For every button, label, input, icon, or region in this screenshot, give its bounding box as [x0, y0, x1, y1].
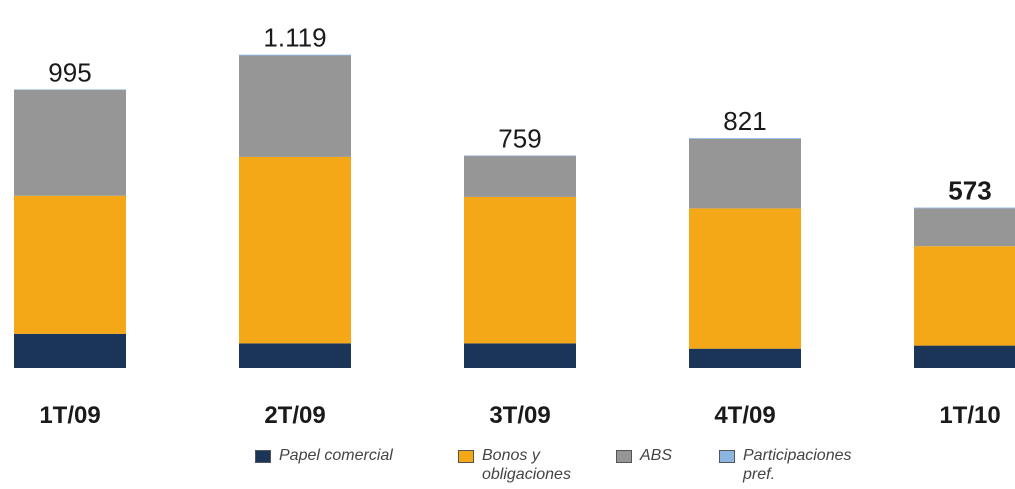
legend-item-participaciones: Participaciones pref.: [719, 446, 852, 484]
category-label-1T-09: 1T/09: [39, 402, 100, 429]
category-label-4T-09: 4T/09: [714, 402, 775, 429]
bar-segment-participaciones-1T-09: [14, 89, 126, 90]
bar-segment-participaciones-3T-09: [464, 155, 576, 157]
bar-segment-papel-comercial-3T-09: [464, 343, 576, 368]
chart-legend: Papel comercial Bonos y obligaciones ABS Pa…: [0, 446, 1015, 489]
total-label-2T-09: 1.119: [263, 23, 326, 53]
bar-segment-participaciones-1T-10: [914, 207, 1015, 209]
bar-segment-bonos-y-3T-09: [464, 196, 576, 344]
total-label-1T-09: 995: [48, 57, 91, 87]
legend-item-abs: ABS: [616, 446, 672, 465]
bar-segment-bonos-y-1T-09: [14, 195, 126, 334]
bar-segment-abs-4T-09: [689, 138, 801, 209]
legend-item-bonos-y: Bonos y obligaciones: [458, 446, 571, 484]
bar-segment-abs-2T-09: [239, 55, 351, 157]
bar-segment-abs-1T-09: [14, 89, 126, 196]
legend-swatch: [255, 450, 271, 463]
legend-swatch: [616, 450, 632, 463]
bar-segment-papel-comercial-4T-09: [689, 348, 801, 368]
category-label-1T-10: 1T/10: [939, 402, 1000, 429]
bar-segment-participaciones-4T-09: [689, 138, 801, 139]
bar-segment-papel-comercial-1T-10: [914, 345, 1015, 368]
bar-segment-participaciones-2T-09: [239, 54, 351, 56]
total-label-4T-09: 821: [723, 106, 766, 136]
bar-segment-abs-1T-10: [914, 208, 1015, 247]
stacked-bar-chart: 995 1T/09 1.119 2T/09 759 3T/09 821 4T/09 573 1T/…: [14, 23, 1015, 429]
bar-segment-bonos-y-2T-09: [239, 156, 351, 344]
bar-segment-abs-3T-09: [464, 156, 576, 197]
bar-segment-bonos-y-4T-09: [689, 208, 801, 349]
bar-segment-papel-comercial-2T-09: [239, 343, 351, 368]
legend-label: Participaciones pref.: [743, 447, 852, 483]
legend-item-papel-comercial: Papel comercial: [255, 446, 393, 465]
total-label-1T-10: 573: [948, 176, 991, 206]
bar-segment-papel-comercial-1T-09: [14, 333, 126, 368]
legend-label: Papel comercial: [279, 447, 393, 464]
bar-segment-bonos-y-1T-10: [914, 246, 1015, 346]
legend-label: ABS: [640, 447, 673, 464]
total-label-3T-09: 759: [498, 123, 541, 153]
category-label-3T-09: 3T/09: [489, 402, 550, 429]
legend-label: Bonos y obligaciones: [482, 447, 571, 483]
category-label-2T-09: 2T/09: [264, 402, 325, 429]
legend-swatch: [458, 450, 474, 463]
legend-swatch: [719, 450, 735, 463]
